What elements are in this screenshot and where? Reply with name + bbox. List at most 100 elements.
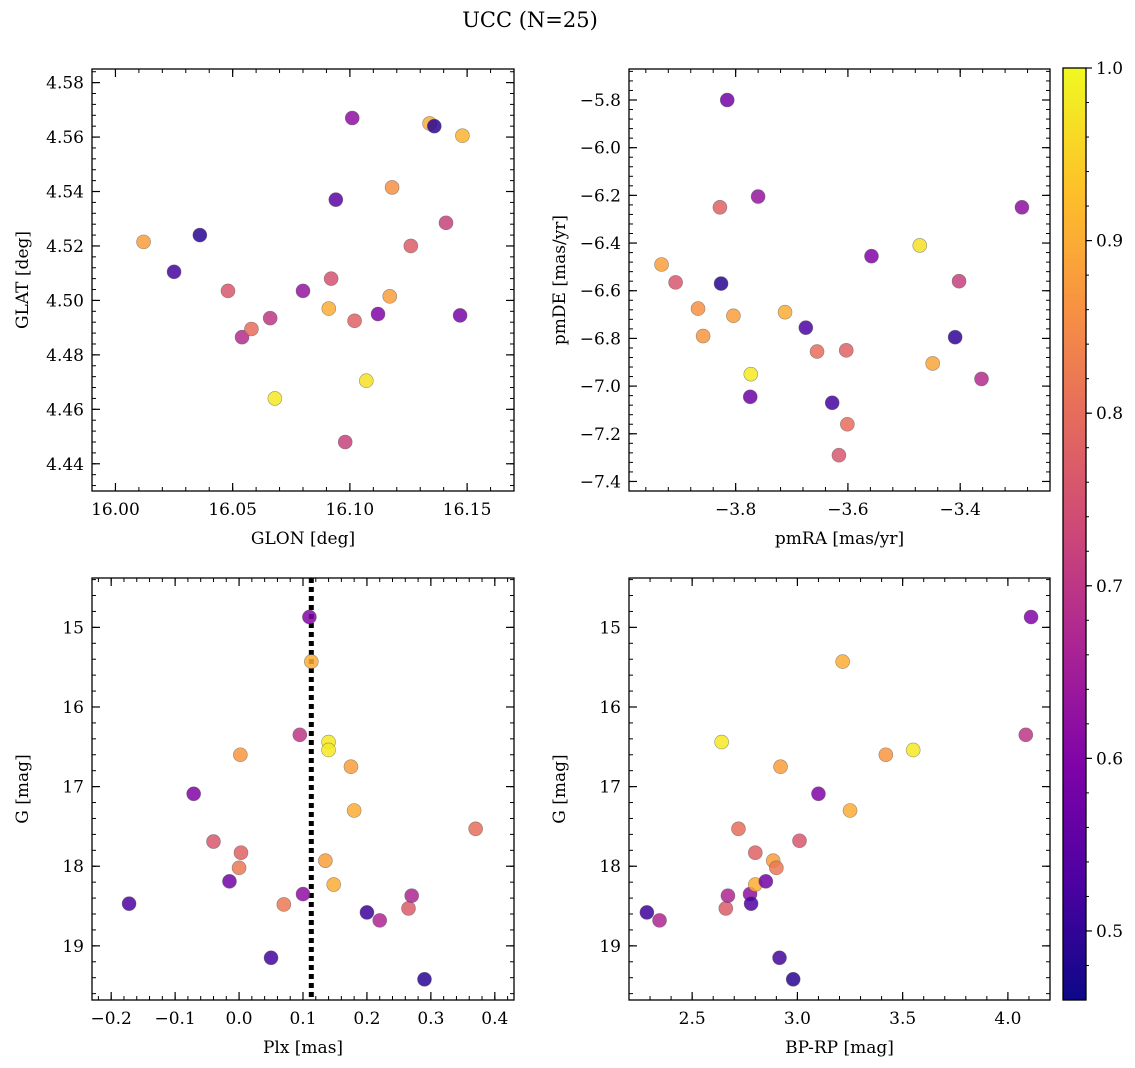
scatter-point	[321, 301, 337, 316]
scatter-point	[690, 301, 706, 316]
scatter-point	[438, 215, 454, 231]
y-tick-label: 4.54	[46, 183, 84, 203]
x-tick-label: −3.4	[940, 500, 981, 520]
panels: 16.00 16.05 16.10 16.15 4.44 4.46 4.48 4.50 4.52…	[13, 68, 1051, 1058]
scatter-point	[234, 329, 250, 345]
scatter-point	[136, 234, 151, 250]
x-tick-label: 2.5	[679, 1009, 706, 1029]
x-tick-label: 3.5	[889, 1009, 916, 1029]
scatter-point	[758, 874, 774, 889]
x-tick-label: −3.8	[715, 500, 756, 520]
scatter-point	[772, 950, 787, 966]
scatter-point	[947, 329, 963, 345]
scatter-point	[713, 276, 729, 291]
scatter-point	[743, 366, 759, 382]
scatter-point	[370, 306, 386, 322]
scatter-point	[811, 786, 826, 802]
x-tick-label: 0.3	[417, 1009, 444, 1029]
scatter-point	[404, 888, 419, 903]
scatter-point	[654, 257, 669, 272]
scatter-point	[222, 874, 237, 889]
scatter-point	[426, 118, 442, 134]
x-tick-label: −0.1	[154, 1009, 195, 1029]
scatter-point	[263, 950, 279, 966]
scatter-point	[121, 896, 137, 911]
y-tick-label: 4.56	[46, 128, 84, 148]
y-axis-label: G [mag]	[13, 754, 33, 823]
scatter-point	[321, 742, 336, 758]
x-tick-label: 4.0	[994, 1009, 1021, 1029]
y-tick-label: 15	[599, 618, 621, 638]
y-axis-label: G [mag]	[550, 754, 570, 823]
scatter-point	[206, 834, 221, 849]
y-tick-label: −7.0	[580, 377, 621, 397]
scatter-point	[838, 343, 854, 358]
y-tick-label: 4.52	[46, 237, 84, 257]
figure-title: UCC (N=25)	[462, 8, 598, 32]
y-tick-label: 18	[599, 857, 621, 877]
scatter-point	[878, 747, 894, 763]
x-tick-label: −0.2	[91, 1009, 132, 1029]
scatter-point	[328, 192, 344, 207]
scatter-point	[192, 227, 208, 243]
scatter-point	[455, 128, 470, 144]
x-tick-label: 0.2	[353, 1009, 380, 1029]
y-tick-label: −7.4	[580, 472, 621, 492]
x-axis-label: GLON [deg]	[251, 529, 355, 549]
scatter-point	[318, 853, 333, 868]
scatter-point	[468, 821, 483, 837]
y-tick-label: 4.44	[46, 455, 84, 475]
y-tick-label: 4.46	[46, 400, 84, 420]
scatter-point	[304, 654, 319, 669]
scatter-point	[785, 971, 801, 987]
scatter-point	[295, 283, 311, 299]
x-tick-label: 3.0	[784, 1009, 811, 1029]
scatter-point	[726, 308, 741, 324]
scatter-point	[1018, 727, 1034, 743]
x-axis-label: Plx [mas]	[263, 1038, 343, 1058]
scatter-point	[244, 321, 259, 337]
scatter-point	[668, 275, 683, 290]
scatter-point	[267, 391, 283, 406]
scatter-point	[401, 901, 416, 916]
scatter-point	[773, 759, 788, 775]
x-tick-label: 0.1	[289, 1009, 316, 1029]
x-axis-label: pmRA [mas/yr]	[775, 529, 904, 549]
scatter-point	[743, 896, 759, 911]
points-bprp-g	[639, 609, 1039, 987]
ticks-bprp-g: 2.5 3.0 3.5 4.0 15 16 17 18 19	[599, 578, 1051, 1029]
panel-plx-g: −0.2 −0.1 0.0 0.1 0.2 0.3 0.4 15 16 17 18 19 Plx [ma…	[13, 577, 515, 1058]
scatter-point	[372, 913, 388, 928]
scatter-point	[842, 803, 858, 818]
panel-pmra-pmde: −3.8 −3.6 −3.4 −7.4 −7.2 −7.0 −6.8 −6.6 −6.4 −6.2…	[550, 68, 1051, 549]
axes-frame	[91, 68, 515, 492]
ticks-plx-g: −0.2 −0.1 0.0 0.1 0.2 0.3 0.4 15 16 17 18 19	[62, 578, 514, 1029]
scatter-point	[864, 248, 879, 264]
scatter-point	[326, 877, 341, 892]
scatter-point	[831, 447, 847, 463]
axes-frame	[628, 68, 1051, 492]
scatter-point	[292, 727, 308, 743]
y-tick-label: −6.0	[580, 139, 621, 159]
scatter-point	[905, 742, 921, 758]
scatter-point	[777, 304, 793, 320]
scatter-point	[652, 913, 667, 928]
scatter-point	[798, 320, 814, 335]
y-tick-label: 18	[62, 857, 84, 877]
scatter-point	[719, 92, 735, 108]
y-tick-label: 15	[62, 618, 84, 638]
scatter-point	[323, 271, 339, 286]
y-tick-label: 16	[62, 698, 84, 718]
y-tick-label: −7.2	[580, 425, 621, 445]
x-tick-label: −3.6	[827, 500, 868, 520]
scatter-point	[233, 747, 248, 763]
y-axis-label: GLAT [deg]	[13, 231, 33, 329]
scatter-point	[750, 189, 766, 204]
scatter-point	[276, 897, 292, 912]
scatter-point	[337, 434, 353, 450]
y-tick-label: 19	[599, 937, 621, 957]
y-tick-label: −6.2	[580, 186, 621, 206]
scatter-point	[343, 759, 359, 775]
axes-frame	[91, 577, 515, 1001]
colorbar: 0.5 0.6 0.7 0.8 0.9 1.0	[1062, 59, 1123, 1001]
